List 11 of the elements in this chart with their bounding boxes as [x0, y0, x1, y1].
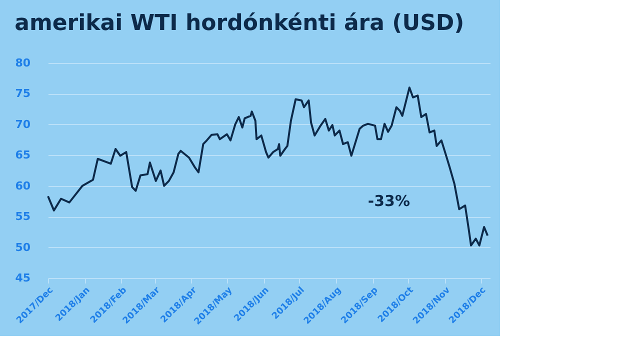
- y-tick-label: 80: [15, 56, 31, 70]
- y-tick-label: 60: [15, 179, 31, 192]
- y-tick-label: 75: [15, 87, 30, 100]
- y-tick-label: 70: [15, 118, 31, 131]
- y-tick-label: 55: [15, 210, 30, 224]
- y-tick-label: 50: [15, 240, 31, 254]
- line-series: [47, 86, 489, 246]
- y-tick-label: 65: [15, 148, 30, 162]
- chart-title: amerikai WTI hordónkénti ára (USD): [14, 11, 464, 36]
- annotation: -33%: [368, 192, 410, 210]
- y-tick-label: 45: [15, 272, 30, 284]
